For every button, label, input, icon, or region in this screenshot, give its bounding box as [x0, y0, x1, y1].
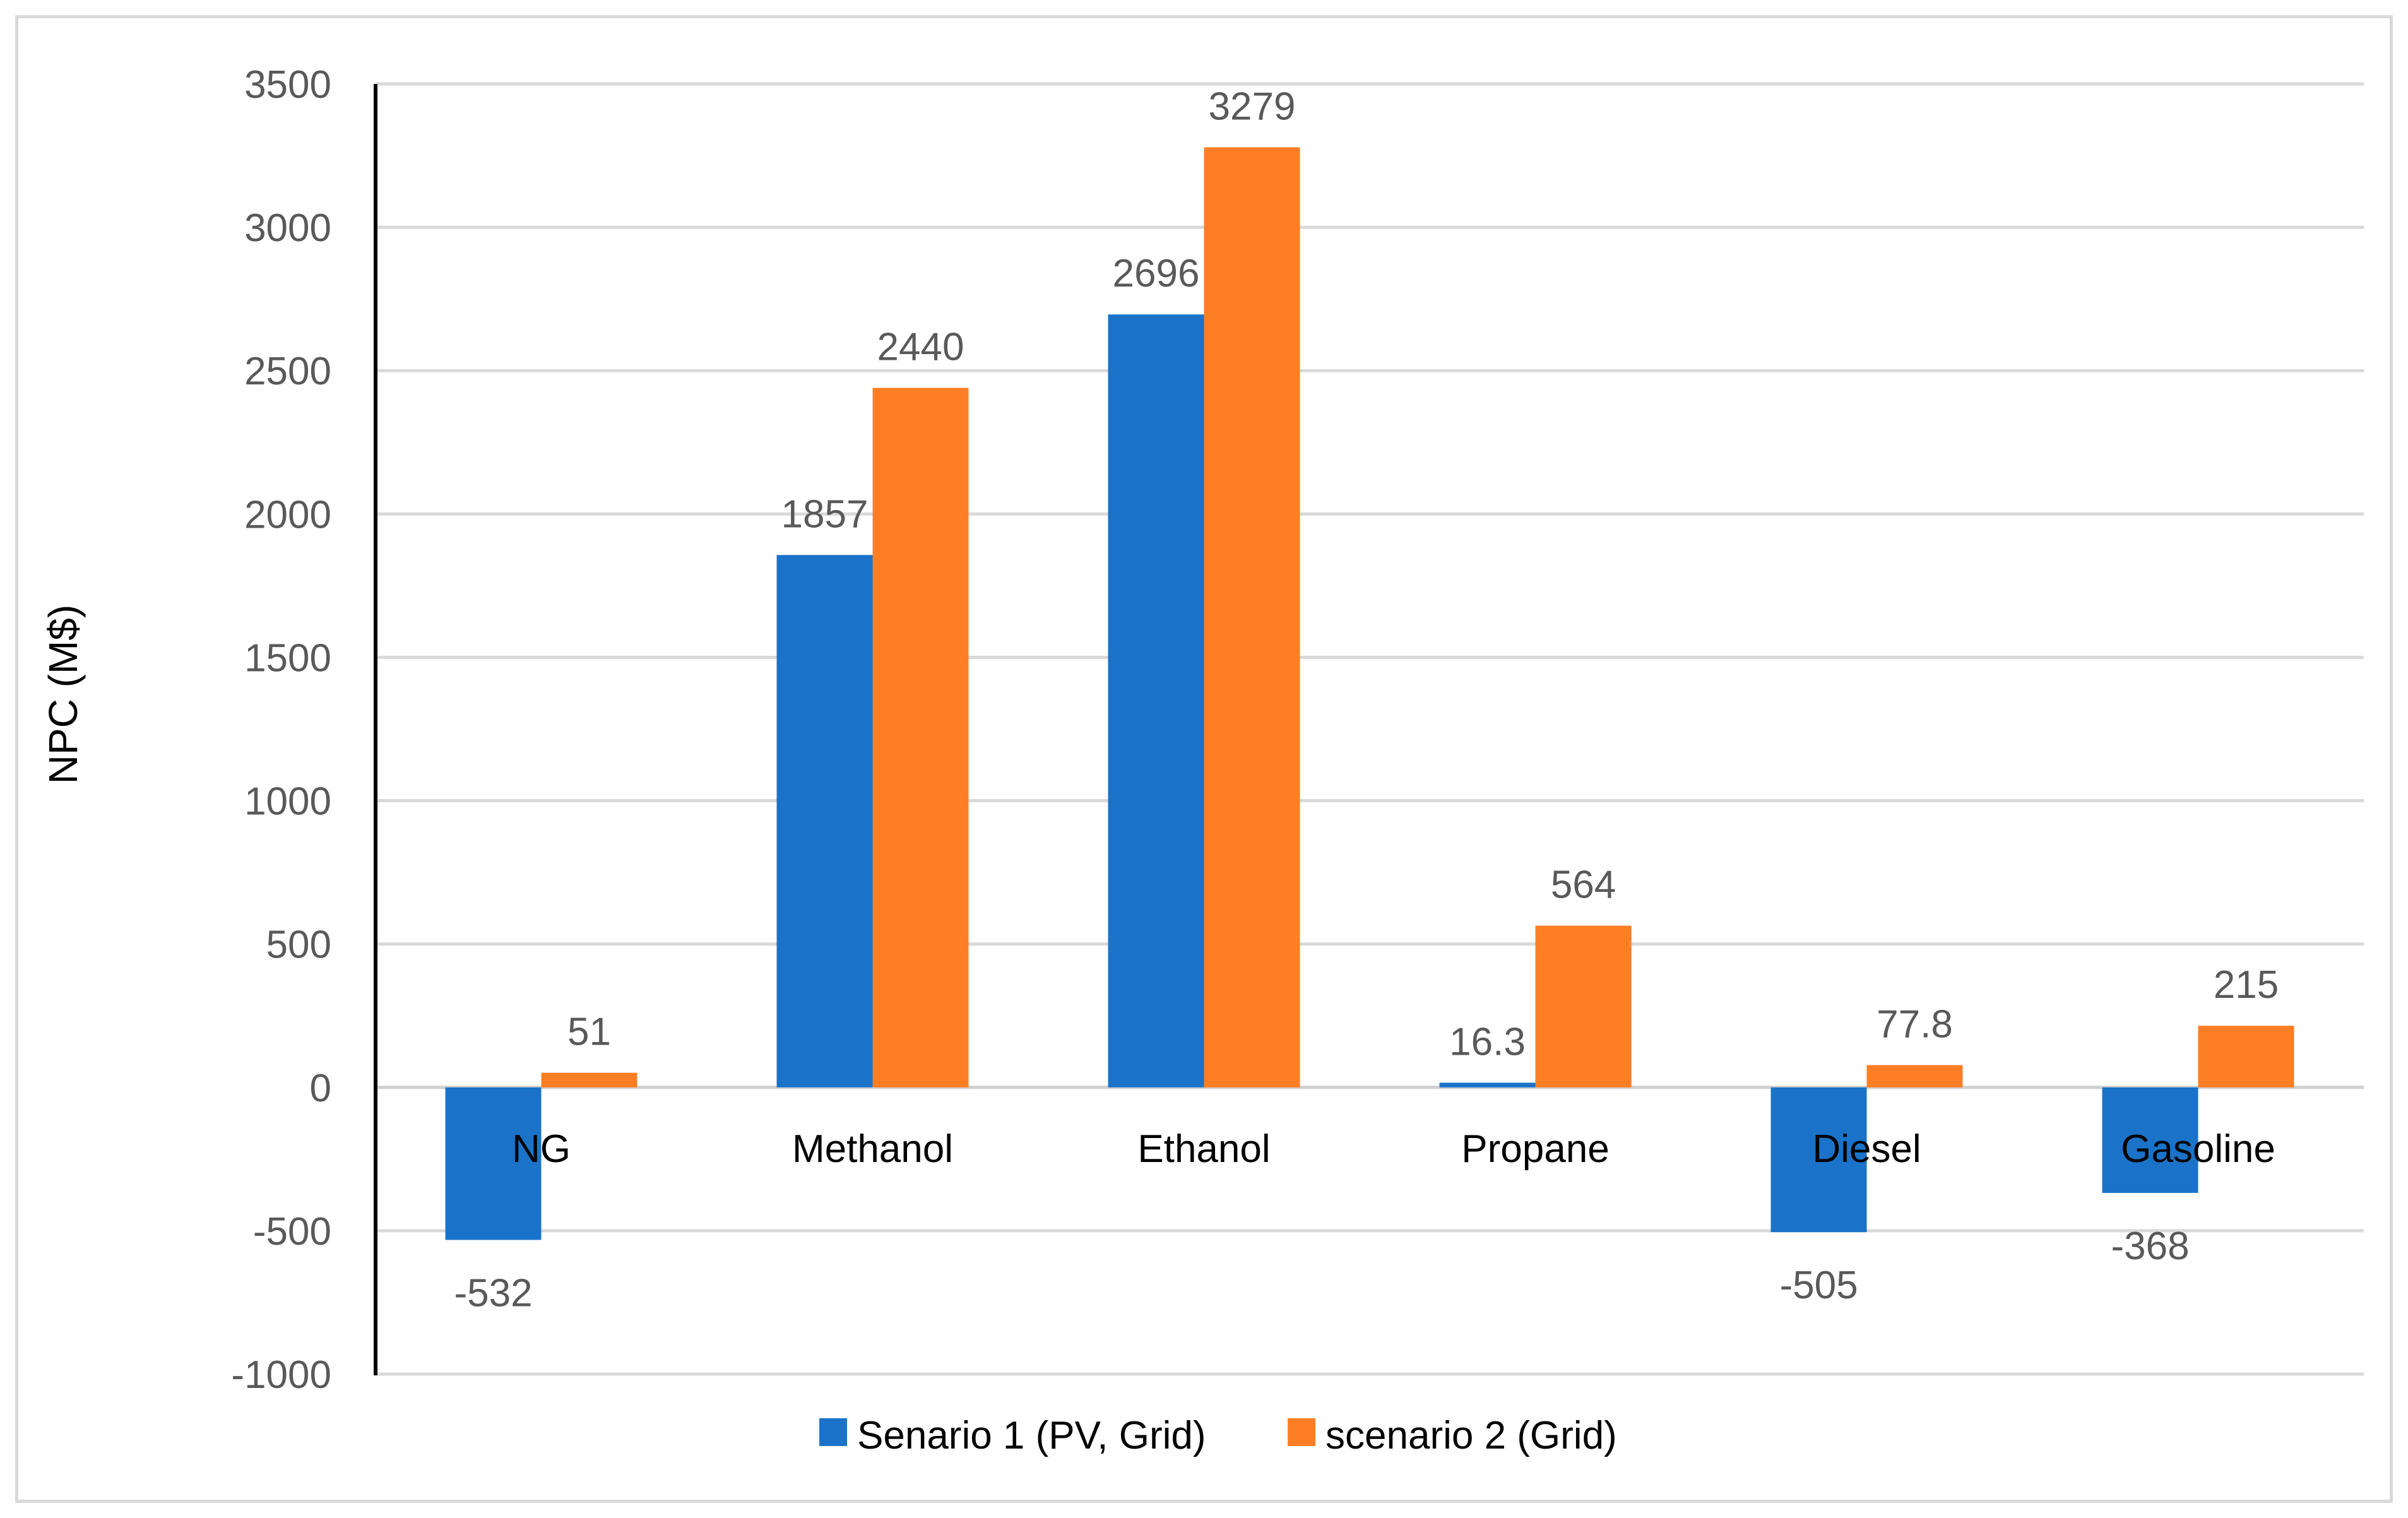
- legend: Senario 1 (PV, Grid) scenario 2 (Grid): [819, 1414, 1617, 1457]
- gridlines: [376, 82, 2364, 1376]
- bar-diesel-series-2: [1866, 1065, 1963, 1088]
- y-tick-label: 3000: [244, 206, 331, 250]
- data-label: 2696: [1113, 252, 1200, 295]
- legend-label: scenario 2 (Grid): [1326, 1414, 1617, 1457]
- data-label: 77.8: [1877, 1002, 1953, 1046]
- x-category-label: Methanol: [792, 1127, 953, 1171]
- x-category-label: Diesel: [1812, 1127, 1921, 1171]
- data-label: -368: [2111, 1224, 2189, 1268]
- y-tick-label: 1500: [244, 636, 331, 680]
- bar-ng-series-2: [541, 1072, 638, 1088]
- x-category-label: Ethanol: [1137, 1127, 1270, 1171]
- y-tick-label: 0: [310, 1067, 331, 1110]
- y-tick-label: 2500: [244, 350, 331, 393]
- bar-methanol-series-2: [872, 388, 969, 1088]
- data-label: 3279: [1209, 85, 1296, 128]
- y-tick-label: 1000: [244, 780, 331, 824]
- x-category-label: Gasoline: [2121, 1127, 2275, 1171]
- bar-ethanol-series-2: [1204, 147, 1300, 1088]
- data-label: -505: [1779, 1264, 1858, 1307]
- y-tick-label: 500: [266, 923, 331, 967]
- y-axis-title: NPC (M$): [40, 605, 86, 784]
- x-category-label: NG: [512, 1127, 571, 1171]
- data-label: 51: [567, 1011, 611, 1054]
- y-tick-label: -1000: [231, 1353, 331, 1397]
- data-label: 2440: [877, 325, 964, 369]
- y-tick-label: 3500: [244, 63, 331, 107]
- data-labels: -532 51 NG 1857 2440 Methanol 2696 3279 Ethanol 1…: [454, 85, 2279, 1315]
- bar-ethanol-series-1: [1108, 314, 1204, 1088]
- data-label: 16.3: [1449, 1020, 1526, 1064]
- y-tick-label: -500: [253, 1210, 331, 1254]
- bars: [445, 147, 2294, 1240]
- bar-propane-series-2: [1535, 925, 1632, 1088]
- bar-gasoline-series-2: [2198, 1026, 2294, 1088]
- data-label: 1857: [781, 492, 869, 536]
- bar-ng-series-1: [445, 1087, 542, 1240]
- data-label: -532: [454, 1271, 532, 1315]
- bar-gasoline-series-1: [2102, 1087, 2198, 1193]
- legend-label: Senario 1 (PV, Grid): [857, 1414, 1206, 1457]
- bar-diesel-series-1: [1770, 1087, 1867, 1233]
- bar-methanol-series-1: [776, 555, 873, 1088]
- bar-propane-series-1: [1439, 1082, 1536, 1088]
- x-category-label: Propane: [1461, 1127, 1609, 1171]
- legend-swatch: [819, 1418, 847, 1446]
- legend-swatch: [1288, 1418, 1315, 1446]
- data-label: 564: [1551, 863, 1616, 907]
- data-label: 215: [2214, 963, 2279, 1007]
- y-tick-label: 2000: [244, 493, 331, 537]
- axes: -1000 -500 0 500 1000 1500 2000 2500 3000 3500: [231, 63, 377, 1397]
